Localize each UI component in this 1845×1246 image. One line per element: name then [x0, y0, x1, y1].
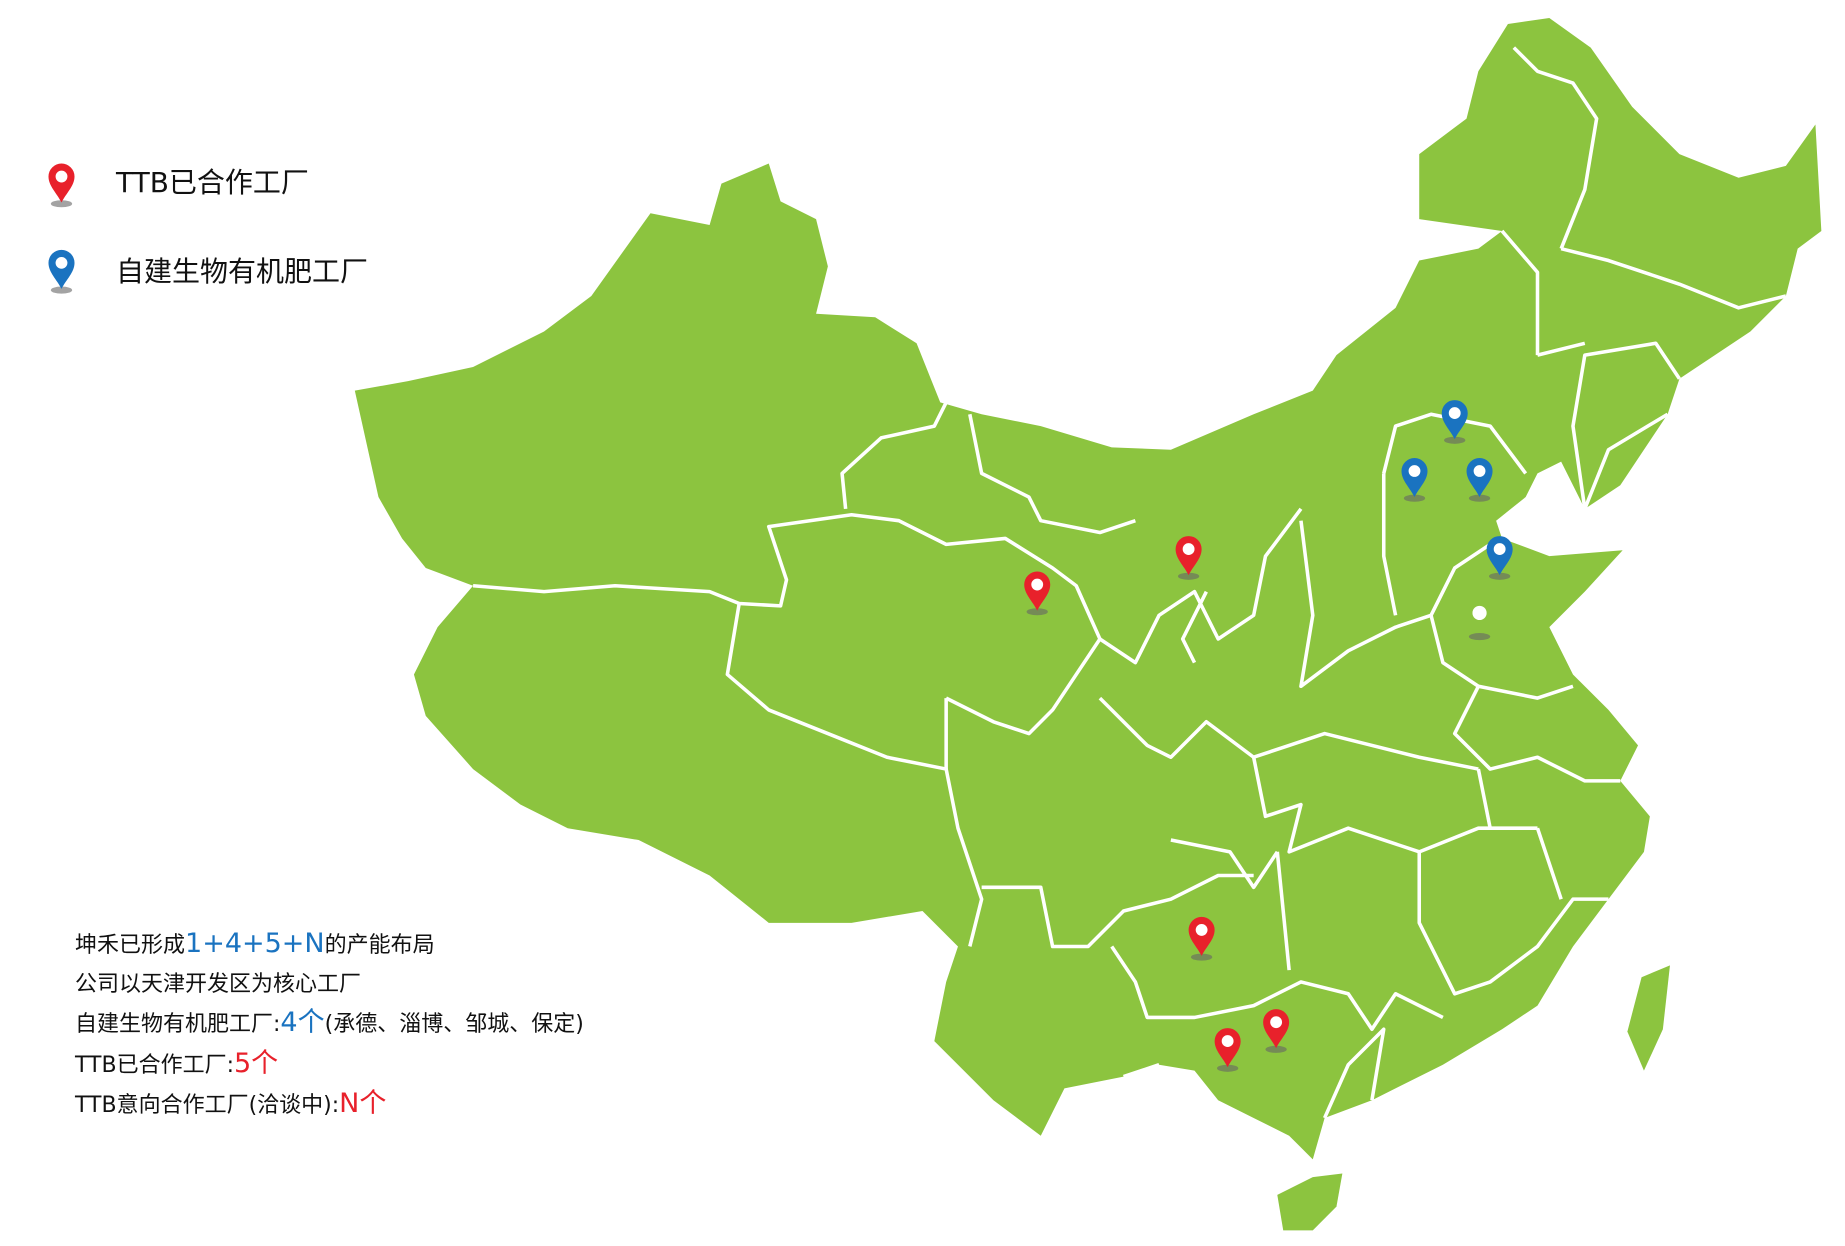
legend-red-pin-icon — [48, 163, 75, 208]
hainan-island — [1277, 1173, 1343, 1231]
capacity-summary: 坤禾已形成1+4+5+N的产能布局 公司以天津开发区为核心工厂 自建生物有机肥工… — [75, 925, 584, 1126]
summary-text: 自建生物有机肥工厂: — [75, 1012, 281, 1037]
partner-factory-pin-icon — [1175, 536, 1202, 580]
partner-factory-pin-icon — [1263, 1009, 1290, 1053]
summary-text: TTB已合作工厂: — [75, 1052, 234, 1078]
taiwan-island — [1627, 965, 1670, 1071]
summary-line-own: 自建生物有机肥工厂:4个(承德、淄博、邹城、保定) — [75, 1004, 584, 1045]
legend-partner-label: TTB已合作工厂 — [116, 166, 309, 199]
summary-line-partner: TTB已合作工厂:5个 — [75, 1045, 584, 1086]
legend-icons — [48, 163, 75, 294]
summary-text: 的产能布局 — [324, 933, 435, 958]
partner-factory-pin-icon — [1214, 1028, 1241, 1072]
summary-line-core: 公司以天津开发区为核心工厂 — [75, 971, 362, 997]
core-factory-dot-icon — [1468, 605, 1491, 641]
province-borders — [472, 46, 1787, 1119]
summary-text: TTB意向合作工厂(洽谈中): — [75, 1093, 340, 1118]
legend-own-label: 自建生物有机肥工厂 — [116, 255, 369, 288]
partner-factory-pin-icon — [1188, 916, 1215, 961]
own-factory-pin-icon — [1401, 458, 1428, 502]
summary-text: 坤禾已形成 — [75, 933, 186, 958]
summary-highlight: N个 — [339, 1088, 387, 1119]
summary-highlight: 5个 — [234, 1047, 279, 1079]
factory-markers — [1024, 400, 1513, 1072]
china-landmass — [354, 18, 1822, 1231]
partner-factory-pin-icon — [1024, 571, 1051, 616]
own-factory-pin-icon — [1466, 458, 1493, 502]
summary-text: (承德、淄博、邹城、保定) — [324, 1012, 584, 1037]
legend-blue-pin-icon — [48, 249, 75, 294]
mainland-china — [354, 18, 1822, 1160]
summary-line-layout: 坤禾已形成1+4+5+N的产能布局 — [75, 925, 584, 966]
summary-highlight: 1+4+5+N — [185, 928, 325, 959]
summary-highlight: 4个 — [280, 1007, 325, 1038]
own-factory-pin-icon — [1486, 536, 1513, 580]
summary-line-prospective: TTB意向合作工厂(洽谈中):N个 — [75, 1085, 584, 1126]
own-factory-pin-icon — [1441, 400, 1468, 444]
